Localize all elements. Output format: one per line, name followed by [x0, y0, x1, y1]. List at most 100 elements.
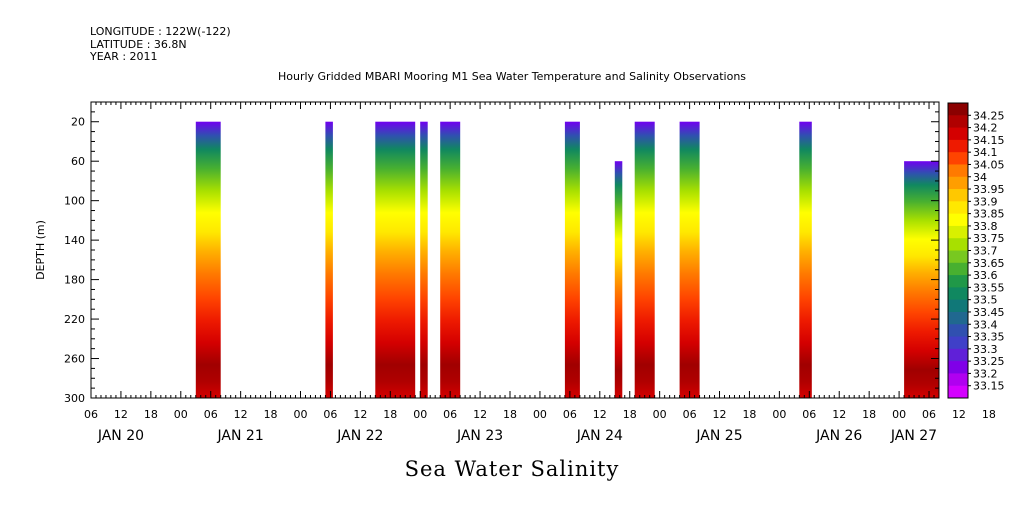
salinity-segment: [679, 121, 700, 398]
salinity-segment: [325, 121, 333, 398]
colorbar-swatch: [948, 373, 968, 387]
salinity-segments: [195, 121, 939, 398]
x-hour-label: 00: [772, 408, 786, 421]
y-tick-label: 100: [64, 195, 85, 208]
y-axis: 20 60 100 140 180 220 260 300: [64, 111, 939, 405]
x-hour-label: 06: [922, 408, 936, 421]
colorbar-label: 33.55: [973, 281, 1005, 294]
colorbar-swatch: [948, 189, 968, 202]
colorbar-label: 34.25: [973, 109, 1005, 122]
colorbar-swatch: [948, 225, 968, 239]
salinity-segment: [634, 121, 655, 398]
y-tick-label: 300: [64, 392, 85, 405]
salinity-segment: [195, 121, 221, 398]
colorbar-swatch: [948, 361, 968, 374]
colorbar-swatch: [948, 115, 968, 129]
x-hour-label: 12: [713, 408, 727, 421]
colorbar-swatch: [948, 275, 968, 288]
x-day-label: JAN 25: [695, 428, 742, 444]
colorbar-label: 34.15: [973, 134, 1005, 147]
colorbar-swatch: [948, 336, 968, 350]
colorbar-label: 33.8: [973, 220, 998, 233]
colorbar-label: 34.05: [973, 158, 1005, 171]
x-axis-title: Sea Water Salinity: [405, 457, 620, 481]
x-hour-label: 00: [533, 408, 547, 421]
x-day-label: JAN 23: [456, 428, 503, 444]
colorbar-label: 33.2: [973, 367, 998, 380]
colorbar-swatch: [948, 139, 968, 153]
x-hour-label: 00: [892, 408, 906, 421]
colorbar-label: 33.3: [973, 343, 998, 356]
y-tick-label: 260: [64, 353, 85, 366]
y-tick-label: 20: [71, 116, 85, 129]
x-hour-label: 12: [952, 408, 966, 421]
colorbar-label: 33.6: [973, 269, 998, 282]
x-hour-label: 18: [503, 408, 517, 421]
colorbar-swatch: [948, 299, 968, 313]
colorbar-swatch: [948, 176, 968, 190]
x-hour-label: 12: [234, 408, 248, 421]
x-hour-label: 00: [413, 408, 427, 421]
colorbar-label: 33.7: [973, 245, 998, 258]
salinity-segment: [420, 121, 428, 398]
x-hour-label: 06: [563, 408, 577, 421]
y-tick-label: 180: [64, 274, 85, 287]
salinity-segment: [614, 161, 623, 398]
x-day-label: JAN 24: [576, 428, 623, 444]
x-axis: 06 12 18 00 06 12 18 00 06 12 18 00 06 12 18 00 06 12 18 00…: [84, 102, 996, 444]
colorbar-label: 33.25: [973, 355, 1005, 368]
colorbar-swatch: [948, 152, 968, 165]
colorbar-swatch: [948, 311, 968, 325]
x-hour-label: 18: [742, 408, 756, 421]
x-hour-label: 00: [653, 408, 667, 421]
colorbar-label: 33.5: [973, 294, 998, 307]
colorbar-swatch: [948, 287, 968, 301]
x-hour-label: 18: [982, 408, 996, 421]
colorbar-label: 33.45: [973, 306, 1005, 319]
x-hour-label: 06: [802, 408, 816, 421]
chart-title: Hourly Gridded MBARI Mooring M1 Sea Wate…: [278, 70, 746, 83]
x-hour-label: 12: [473, 408, 487, 421]
year-label: YEAR : 2011: [89, 50, 158, 63]
x-hour-label: 18: [144, 408, 158, 421]
colorbar-label: 33.35: [973, 331, 1005, 344]
colorbar-label: 33.15: [973, 380, 1005, 393]
salinity-segment: [799, 121, 812, 398]
x-hour-label: 06: [683, 408, 697, 421]
latitude-label: LATITUDE : 36.8N: [90, 38, 187, 51]
x-hour-label: 06: [443, 408, 457, 421]
x-hour-label: 12: [593, 408, 607, 421]
colorbar-label: 33.85: [973, 208, 1005, 221]
colorbar-swatch: [948, 348, 968, 362]
colorbar-label: 33.65: [973, 257, 1005, 270]
colorbar-swatch: [948, 238, 968, 251]
y-tick-label: 60: [71, 155, 85, 168]
x-hour-label: 18: [264, 408, 278, 421]
salinity-segment: [440, 121, 461, 398]
colorbar-label: 33.9: [973, 195, 998, 208]
x-day-label: JAN 20: [97, 428, 144, 444]
colorbar-label: 34.1: [973, 146, 998, 159]
colorbar-label: 34: [973, 171, 987, 184]
colorbar-swatch: [948, 103, 968, 116]
colorbar-label: 33.4: [973, 318, 998, 331]
colorbar-swatch: [948, 250, 968, 264]
colorbar-swatch: [948, 127, 968, 141]
colorbar-label: 34.2: [973, 122, 998, 135]
colorbar-label: 33.75: [973, 232, 1005, 245]
colorbar: 34.2534.234.1534.134.053433.9533.933.853…: [947, 102, 1005, 399]
x-hour-label: 18: [623, 408, 637, 421]
colorbar-swatch: [948, 385, 968, 399]
colorbar-swatch: [948, 164, 968, 178]
x-hour-label: 00: [174, 408, 188, 421]
y-tick-label: 140: [64, 234, 85, 247]
x-hour-label: 00: [294, 408, 308, 421]
salinity-segment: [564, 121, 580, 398]
x-day-label: JAN 26: [815, 428, 862, 444]
x-hour-label: 18: [862, 408, 876, 421]
longitude-label: LONGITUDE : 122W(-122): [90, 25, 231, 38]
x-hour-label: 06: [204, 408, 218, 421]
x-day-label: JAN 27: [890, 428, 937, 444]
colorbar-swatch: [948, 324, 968, 338]
colorbar-swatch: [948, 262, 968, 276]
